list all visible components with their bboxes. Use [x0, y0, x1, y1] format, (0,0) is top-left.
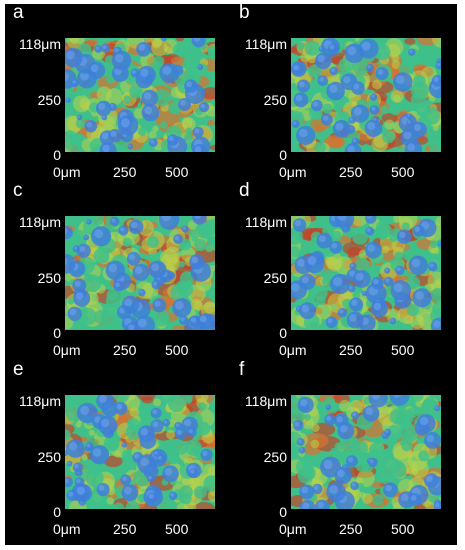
surface-topography-image — [291, 395, 441, 509]
x-axis-mid-label: 250 — [339, 164, 363, 180]
y-unit: μm — [267, 393, 287, 409]
panel-label: e — [13, 359, 24, 380]
y-axis-zero-label: 0 — [53, 147, 61, 163]
x-axis-max-label: 500 — [165, 164, 189, 180]
y-unit: μm — [41, 36, 61, 52]
x-zero-value: 0 — [53, 521, 61, 537]
x-axis-max-label: 500 — [165, 521, 189, 537]
y-axis-zero-label: 0 — [53, 325, 61, 341]
y-unit: μm — [267, 214, 287, 230]
y-axis-mid-label: 250 — [37, 270, 61, 286]
x-zero-value: 0 — [279, 521, 287, 537]
panel-label: f — [239, 359, 245, 380]
panel-a: a 118μm 250 0 0μm 250 500 — [5, 2, 231, 184]
panel-c: c 118μm 250 0 0μm 250 500 — [5, 180, 231, 362]
y-axis-zero-label: 0 — [279, 325, 287, 341]
panel-label: c — [13, 180, 23, 201]
x-axis-zero-label: 0μm — [279, 164, 307, 180]
x-axis-zero-label: 0μm — [279, 521, 307, 537]
x-unit: μm — [60, 164, 81, 180]
y-axis-top-label: 118μm — [233, 214, 287, 230]
panel-label: b — [239, 2, 250, 23]
x-zero-value: 0 — [279, 164, 287, 180]
x-unit: μm — [286, 521, 307, 537]
y-top-value: 118 — [18, 393, 42, 409]
surface-topography-image — [65, 38, 215, 152]
y-top-value: 118 — [244, 36, 268, 52]
y-axis-top-label: 118μm — [233, 36, 287, 52]
y-unit: μm — [41, 214, 61, 230]
y-top-value: 118 — [18, 214, 42, 230]
x-axis-zero-label: 0μm — [279, 342, 307, 358]
x-axis-max-label: 500 — [391, 521, 415, 537]
surface-topography-image — [291, 216, 441, 330]
y-axis-mid-label: 250 — [37, 449, 61, 465]
y-axis-zero-label: 0 — [279, 504, 287, 520]
y-top-value: 118 — [244, 214, 268, 230]
y-axis-top-label: 118μm — [233, 393, 287, 409]
x-axis-mid-label: 250 — [339, 521, 363, 537]
x-zero-value: 0 — [279, 342, 287, 358]
panel-e: e 118μm 250 0 0μm 250 500 — [5, 359, 231, 541]
x-unit: μm — [286, 342, 307, 358]
y-top-value: 118 — [18, 36, 42, 52]
y-axis-mid-label: 250 — [37, 92, 61, 108]
x-zero-value: 0 — [53, 164, 61, 180]
x-axis-mid-label: 250 — [339, 342, 363, 358]
surface-topography-image — [65, 395, 215, 509]
x-axis-max-label: 500 — [165, 342, 189, 358]
x-unit: μm — [60, 521, 81, 537]
panel-f: f 118μm 250 0 0μm 250 500 — [231, 359, 457, 541]
y-axis-mid-label: 250 — [263, 270, 287, 286]
panel-label: a — [13, 2, 24, 23]
x-unit: μm — [286, 164, 307, 180]
y-top-value: 118 — [244, 393, 268, 409]
surface-topography-image — [65, 216, 215, 330]
x-zero-value: 0 — [53, 342, 61, 358]
panel-b: b 118μm 250 0 0μm 250 500 — [231, 2, 457, 184]
y-axis-top-label: 118μm — [7, 393, 61, 409]
y-axis-mid-label: 250 — [263, 92, 287, 108]
y-axis-zero-label: 0 — [53, 504, 61, 520]
y-unit: μm — [267, 36, 287, 52]
surface-topography-image — [291, 38, 441, 152]
y-axis-zero-label: 0 — [279, 147, 287, 163]
y-unit: μm — [41, 393, 61, 409]
x-axis-mid-label: 250 — [113, 164, 137, 180]
x-unit: μm — [60, 342, 81, 358]
y-axis-top-label: 118μm — [7, 214, 61, 230]
panel-d: d 118μm 250 0 0μm 250 500 — [231, 180, 457, 362]
y-axis-top-label: 118μm — [7, 36, 61, 52]
x-axis-mid-label: 250 — [113, 342, 137, 358]
x-axis-zero-label: 0μm — [53, 164, 81, 180]
x-axis-max-label: 500 — [391, 342, 415, 358]
figure-canvas: a 118μm 250 0 0μm 250 500 b 118μm 250 0 0μm 250 500 c 1… — [5, 2, 457, 545]
y-axis-mid-label: 250 — [263, 449, 287, 465]
x-axis-zero-label: 0μm — [53, 521, 81, 537]
x-axis-max-label: 500 — [391, 164, 415, 180]
x-axis-zero-label: 0μm — [53, 342, 81, 358]
x-axis-mid-label: 250 — [113, 521, 137, 537]
panel-label: d — [239, 180, 250, 201]
